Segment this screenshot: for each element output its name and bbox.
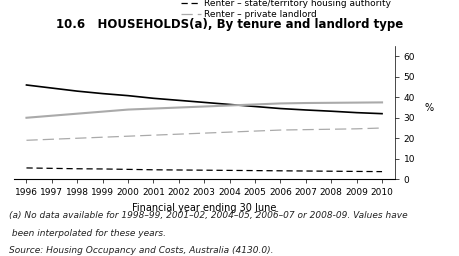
Owner without a mortgage	[202, 101, 207, 104]
Renter – private landlord	[354, 127, 359, 130]
Renter – private landlord	[303, 128, 308, 131]
Owner with a mortgage	[252, 103, 258, 106]
Text: 10.6   HOUSEHOLDS(a), By tenure and landlord type: 10.6 HOUSEHOLDS(a), By tenure and landlo…	[56, 18, 403, 31]
Renter – state/territory housing authority	[176, 168, 182, 172]
Owner without a mortgage	[176, 99, 182, 102]
Owner without a mortgage	[303, 109, 308, 112]
Renter – state/territory housing authority	[49, 167, 55, 170]
Renter – state/territory housing authority	[227, 169, 232, 172]
Renter – private landlord	[74, 137, 80, 140]
Owner with a mortgage	[151, 107, 156, 110]
Owner with a mortgage	[278, 102, 283, 105]
Line: Owner without a mortgage: Owner without a mortgage	[27, 85, 382, 114]
Renter – private landlord	[379, 126, 385, 130]
Renter – private landlord	[278, 129, 283, 132]
Renter – private landlord	[151, 134, 156, 137]
Renter – state/territory housing authority	[151, 168, 156, 171]
Owner with a mortgage	[303, 101, 308, 104]
Renter – state/territory housing authority	[379, 170, 385, 173]
Owner without a mortgage	[24, 83, 29, 87]
Owner without a mortgage	[379, 112, 385, 115]
Owner without a mortgage	[227, 103, 232, 106]
Text: been interpolated for these years.: been interpolated for these years.	[9, 229, 166, 238]
Owner with a mortgage	[100, 110, 106, 113]
Owner with a mortgage	[176, 106, 182, 109]
Owner without a mortgage	[252, 105, 258, 108]
Owner with a mortgage	[74, 112, 80, 115]
Renter – private landlord	[176, 133, 182, 136]
Line: Renter – state/territory housing authority: Renter – state/territory housing authori…	[27, 168, 382, 172]
Renter – state/territory housing authority	[202, 169, 207, 172]
Owner with a mortgage	[354, 101, 359, 104]
Renter – private landlord	[227, 131, 232, 134]
Owner with a mortgage	[227, 104, 232, 107]
Renter – private landlord	[24, 139, 29, 142]
Renter – state/territory housing authority	[252, 169, 258, 172]
Owner with a mortgage	[24, 116, 29, 119]
Renter – private landlord	[125, 135, 131, 138]
Owner without a mortgage	[74, 90, 80, 93]
Text: (a) No data available for 1998–99, 2001–02, 2004–05, 2006–07 or 2008-09. Values : (a) No data available for 1998–99, 2001–…	[9, 211, 408, 220]
Owner without a mortgage	[125, 94, 131, 97]
Text: Source: Housing Occupancy and Costs, Australia (4130.0).: Source: Housing Occupancy and Costs, Aus…	[9, 246, 274, 255]
X-axis label: Financial year ending 30 June: Financial year ending 30 June	[132, 203, 276, 213]
Renter – state/territory housing authority	[354, 170, 359, 173]
Renter – private landlord	[202, 132, 207, 135]
Owner without a mortgage	[354, 111, 359, 114]
Owner without a mortgage	[100, 92, 106, 95]
Owner with a mortgage	[49, 114, 55, 117]
Owner without a mortgage	[329, 110, 334, 113]
Renter – private landlord	[49, 138, 55, 141]
Legend: Owner without a mortgage, Owner with a mortgage, Renter – state/territory housin: Owner without a mortgage, Owner with a m…	[177, 0, 395, 23]
Owner with a mortgage	[329, 101, 334, 104]
Y-axis label: %: %	[425, 103, 434, 113]
Renter – private landlord	[100, 136, 106, 139]
Renter – state/territory housing authority	[329, 170, 334, 173]
Line: Renter – private landlord: Renter – private landlord	[27, 128, 382, 140]
Renter – state/territory housing authority	[303, 169, 308, 173]
Renter – state/territory housing authority	[278, 169, 283, 172]
Renter – private landlord	[252, 130, 258, 133]
Renter – state/territory housing authority	[74, 167, 80, 170]
Owner without a mortgage	[278, 107, 283, 110]
Renter – private landlord	[329, 128, 334, 131]
Line: Owner with a mortgage: Owner with a mortgage	[27, 102, 382, 118]
Owner with a mortgage	[125, 108, 131, 111]
Owner with a mortgage	[379, 101, 385, 104]
Owner without a mortgage	[49, 87, 55, 90]
Renter – state/territory housing authority	[125, 168, 131, 171]
Owner without a mortgage	[151, 97, 156, 100]
Owner with a mortgage	[202, 105, 207, 108]
Renter – state/territory housing authority	[100, 167, 106, 170]
Renter – state/territory housing authority	[24, 166, 29, 169]
